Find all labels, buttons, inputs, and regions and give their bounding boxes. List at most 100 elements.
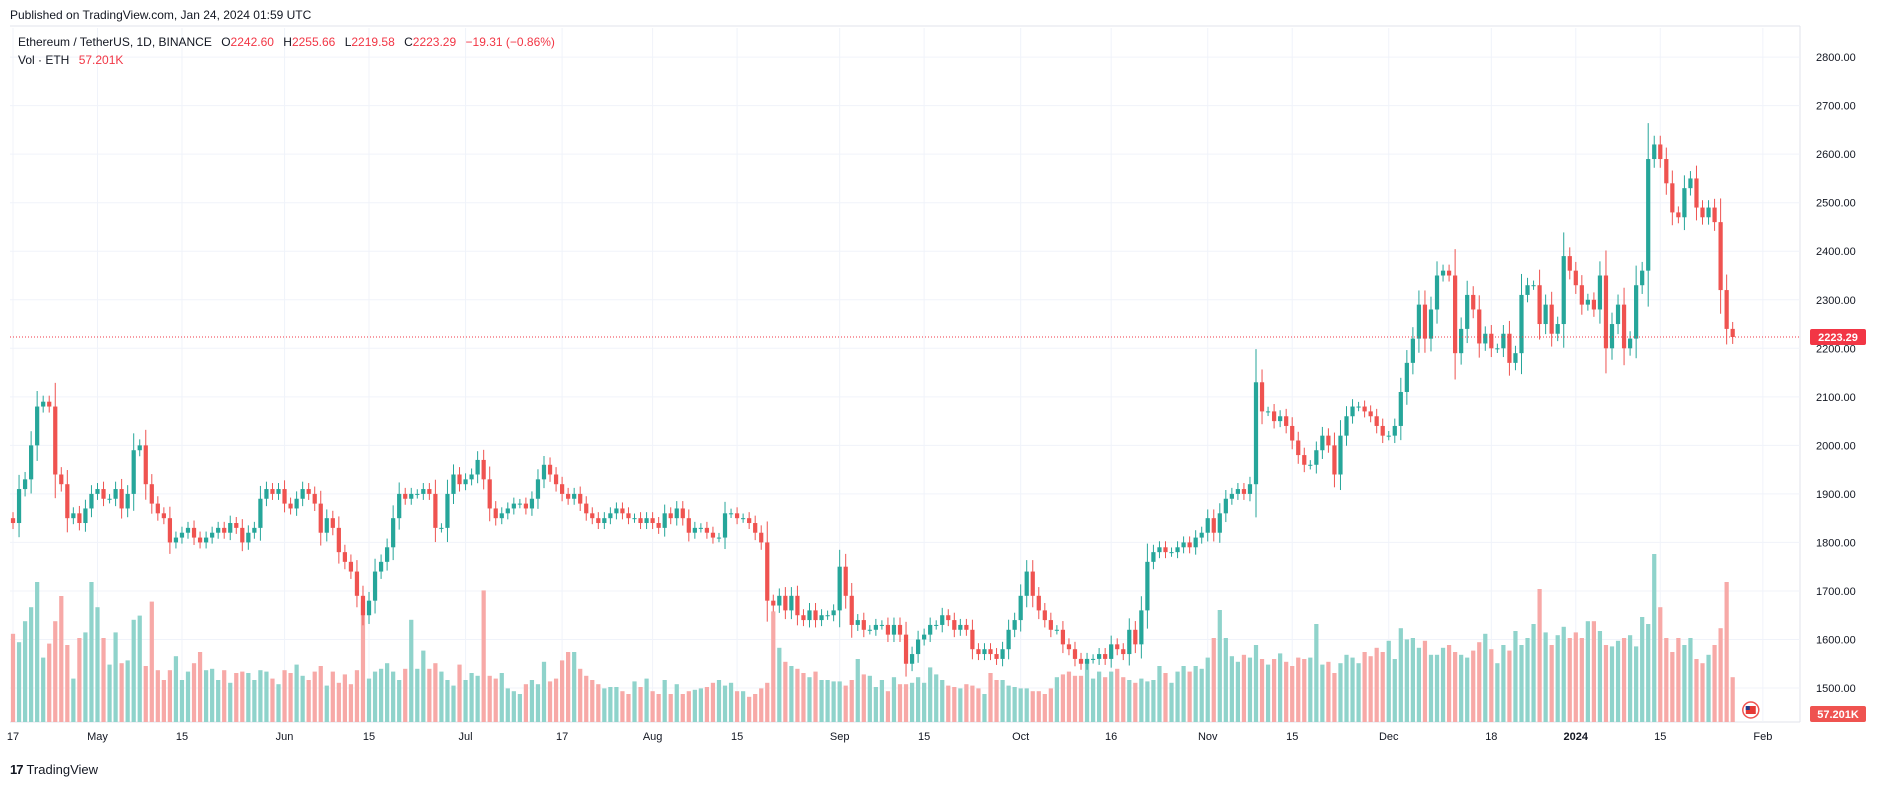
- volume-bar: [65, 645, 70, 722]
- candle-body: [1579, 285, 1584, 305]
- volume-bar: [915, 677, 921, 722]
- candle-body: [771, 600, 776, 606]
- volume-bar: [95, 607, 100, 722]
- volume-bar: [1398, 628, 1403, 722]
- volume-bar: [270, 678, 275, 722]
- candle-body: [1314, 450, 1319, 465]
- volume-bar: [1163, 673, 1168, 722]
- volume-bar: [228, 682, 233, 722]
- volume-bar: [385, 663, 390, 722]
- volume-bar: [596, 684, 601, 722]
- volume-bar: [976, 688, 981, 722]
- candle-body: [197, 537, 203, 543]
- candle-body: [946, 615, 951, 621]
- candle-body: [77, 513, 82, 524]
- candle-body: [264, 489, 269, 499]
- candle-body: [964, 624, 969, 630]
- volume-bar: [1103, 677, 1108, 722]
- volume-bar: [523, 684, 529, 722]
- volume-bar: [656, 694, 661, 722]
- candle-body: [107, 498, 112, 500]
- high-label: H: [283, 35, 292, 49]
- candle-body: [1615, 304, 1621, 325]
- volume-bar: [1543, 632, 1548, 722]
- candle-body: [1235, 489, 1241, 494]
- candle-body: [179, 532, 185, 538]
- volume-bar: [234, 673, 239, 722]
- y-tick-label: 1900.00: [1816, 489, 1856, 501]
- volume-bar: [1362, 652, 1367, 722]
- volume-bar: [1109, 671, 1114, 722]
- candle-body: [1682, 188, 1687, 218]
- candle-body: [1187, 542, 1192, 548]
- candle-body: [831, 610, 836, 616]
- volume-bar: [1012, 687, 1017, 722]
- volume-bar: [1446, 645, 1452, 722]
- volume-bar: [342, 674, 347, 722]
- candle-body: [415, 493, 420, 495]
- y-tick-label: 1800.00: [1816, 537, 1856, 549]
- volume-bar: [644, 678, 649, 722]
- volume-bar: [1078, 675, 1084, 722]
- candle-body: [1446, 270, 1452, 276]
- volume-bar: [1054, 677, 1059, 722]
- volume-bar: [1471, 650, 1476, 722]
- volume-bar: [282, 670, 287, 722]
- change-value: −19.31 (−0.86%): [465, 35, 555, 49]
- volume-bar: [728, 682, 734, 722]
- candle-body: [65, 484, 70, 519]
- candle-body: [1133, 629, 1138, 645]
- candle-body: [547, 464, 553, 475]
- volume-bar: [1386, 640, 1391, 722]
- volume-bar: [378, 668, 384, 722]
- volume-bar: [101, 638, 106, 722]
- candle-body: [644, 518, 649, 524]
- x-tick-label: 15: [363, 731, 375, 743]
- volume-bar: [1483, 633, 1488, 722]
- volume-bar: [1229, 656, 1234, 722]
- candle-body: [95, 489, 100, 494]
- volume-bar: [1072, 675, 1078, 722]
- volume-row: Vol · ETH 57.201K: [18, 52, 555, 68]
- low-value: 2219.58: [351, 35, 395, 49]
- volume-bar: [276, 684, 281, 722]
- candle-body: [1398, 391, 1403, 426]
- volume-bar: [1597, 631, 1603, 722]
- y-tick-label: 1600.00: [1816, 634, 1856, 646]
- x-tick-label: 15: [918, 731, 930, 743]
- candle-body: [469, 474, 474, 480]
- volume-bar: [1374, 647, 1379, 722]
- volume-bar: [1730, 677, 1735, 722]
- candle-body: [879, 624, 885, 626]
- tradingview-brand[interactable]: 17 TradingView: [10, 762, 98, 777]
- volume-bar: [1621, 638, 1627, 722]
- volume-bar: [970, 685, 975, 722]
- volume-bar: [680, 694, 685, 722]
- volume-bar: [511, 691, 516, 722]
- volume-bar: [662, 680, 667, 722]
- candle-body: [1525, 285, 1530, 295]
- flag-canton-icon: [1745, 706, 1750, 710]
- candle-body: [1531, 285, 1536, 287]
- volume-bar: [354, 670, 360, 722]
- candle-body: [1253, 382, 1259, 485]
- volume-bar: [216, 680, 221, 722]
- volume-bar: [1489, 649, 1494, 722]
- volume-bar: [53, 621, 58, 722]
- volume-bar: [1712, 645, 1717, 722]
- candle-body: [1440, 270, 1446, 276]
- candle-body: [1465, 294, 1470, 329]
- volume-bar: [1314, 624, 1319, 722]
- volume-bar: [1368, 656, 1373, 722]
- volume-bar: [855, 659, 860, 722]
- volume-bar: [41, 657, 46, 722]
- candle-body: [1109, 644, 1114, 659]
- volume-bar: [439, 671, 444, 722]
- candle-body: [1078, 658, 1084, 664]
- volume-bar: [1060, 674, 1066, 722]
- volume-bar: [1404, 639, 1409, 722]
- volume-bar: [885, 691, 891, 722]
- candle-body: [759, 532, 764, 543]
